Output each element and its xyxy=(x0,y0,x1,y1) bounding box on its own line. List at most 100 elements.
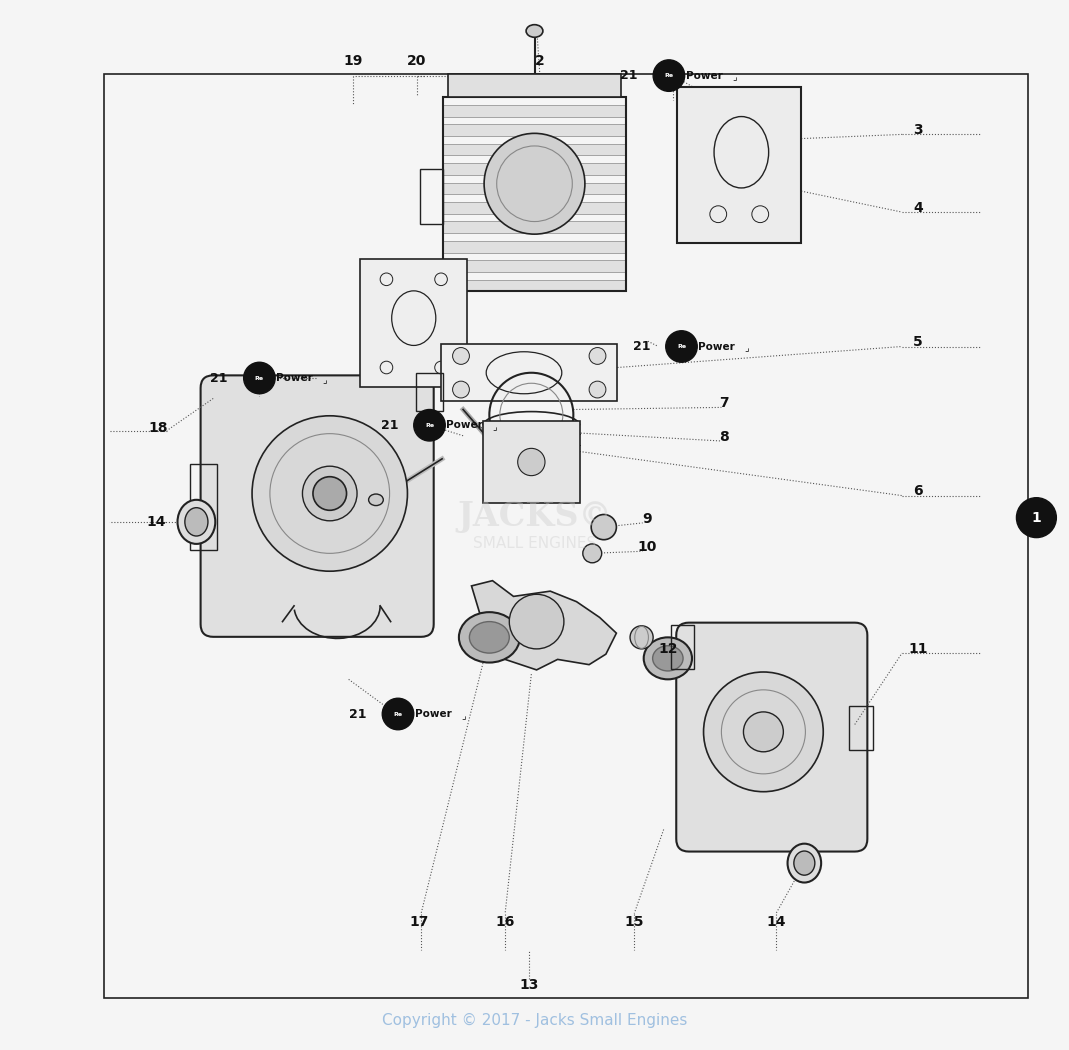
Text: 16: 16 xyxy=(495,915,515,929)
Text: 7: 7 xyxy=(718,396,728,411)
Circle shape xyxy=(743,712,784,752)
Text: 10: 10 xyxy=(637,540,656,554)
Circle shape xyxy=(252,416,407,571)
Text: ⌟: ⌟ xyxy=(493,422,497,433)
Bar xyxy=(443,98,626,292)
Ellipse shape xyxy=(644,637,692,679)
Text: 21: 21 xyxy=(381,419,398,432)
Bar xyxy=(360,259,467,387)
Bar xyxy=(443,279,626,292)
Circle shape xyxy=(509,594,564,649)
Bar xyxy=(416,373,444,411)
Ellipse shape xyxy=(794,850,815,876)
Text: 3: 3 xyxy=(913,123,923,138)
FancyBboxPatch shape xyxy=(677,623,867,852)
Bar xyxy=(443,202,626,214)
Circle shape xyxy=(666,331,697,362)
Ellipse shape xyxy=(526,25,543,38)
Bar xyxy=(448,74,621,98)
Circle shape xyxy=(1017,498,1056,538)
Circle shape xyxy=(244,362,275,394)
Bar xyxy=(678,87,801,243)
Text: SMALL ENGINES: SMALL ENGINES xyxy=(472,537,597,551)
Circle shape xyxy=(383,698,414,730)
Text: Re: Re xyxy=(425,423,434,427)
Bar xyxy=(441,344,618,401)
Text: 14: 14 xyxy=(766,915,786,929)
Bar xyxy=(104,74,1028,997)
Circle shape xyxy=(703,672,823,792)
Text: 2: 2 xyxy=(534,54,544,68)
Bar xyxy=(443,222,626,233)
Bar xyxy=(443,260,626,272)
Text: 5: 5 xyxy=(913,335,923,350)
Bar xyxy=(419,169,443,224)
Circle shape xyxy=(313,477,346,510)
Text: 18: 18 xyxy=(149,421,168,436)
Text: 21: 21 xyxy=(211,372,228,384)
Text: ⌟: ⌟ xyxy=(461,711,466,721)
Circle shape xyxy=(414,410,446,441)
Circle shape xyxy=(484,133,585,234)
Text: 11: 11 xyxy=(908,642,928,656)
Ellipse shape xyxy=(185,508,208,536)
Circle shape xyxy=(653,60,684,91)
Ellipse shape xyxy=(177,500,215,544)
Text: 1: 1 xyxy=(1032,510,1041,525)
Text: 21: 21 xyxy=(620,69,637,82)
Bar xyxy=(443,183,626,194)
Text: 17: 17 xyxy=(409,915,429,929)
Text: 19: 19 xyxy=(343,54,362,68)
Bar xyxy=(443,124,626,136)
Text: ⌟: ⌟ xyxy=(732,72,737,83)
Circle shape xyxy=(517,448,545,476)
Text: 20: 20 xyxy=(407,54,427,68)
Polygon shape xyxy=(471,581,617,670)
Ellipse shape xyxy=(469,622,509,653)
Bar xyxy=(850,706,872,750)
Text: JACKS©: JACKS© xyxy=(458,500,611,533)
Bar xyxy=(443,163,626,175)
Bar xyxy=(443,144,626,155)
Text: 6: 6 xyxy=(913,484,923,499)
Text: 15: 15 xyxy=(624,915,644,929)
Circle shape xyxy=(589,348,606,364)
Text: ⌟: ⌟ xyxy=(744,343,749,354)
Circle shape xyxy=(583,544,602,563)
Text: Power: Power xyxy=(415,709,451,719)
Text: Power: Power xyxy=(276,373,313,383)
Text: 8: 8 xyxy=(718,429,728,444)
Text: ⌟: ⌟ xyxy=(323,375,327,385)
Bar xyxy=(443,240,626,253)
Ellipse shape xyxy=(788,844,821,882)
Text: Re: Re xyxy=(677,344,686,349)
Text: Copyright © 2017 - Jacks Small Engines: Copyright © 2017 - Jacks Small Engines xyxy=(382,1013,687,1028)
Bar xyxy=(190,464,217,550)
Text: 12: 12 xyxy=(659,642,678,656)
FancyBboxPatch shape xyxy=(201,375,434,636)
Circle shape xyxy=(630,626,653,649)
Text: Re: Re xyxy=(393,712,403,716)
Text: 14: 14 xyxy=(146,514,167,529)
Bar xyxy=(671,625,694,669)
Circle shape xyxy=(452,381,469,398)
Text: 9: 9 xyxy=(642,511,652,526)
Text: 4: 4 xyxy=(913,201,923,215)
Circle shape xyxy=(589,381,606,398)
Text: Power: Power xyxy=(446,420,483,430)
Ellipse shape xyxy=(653,646,683,671)
Text: Power: Power xyxy=(685,70,723,81)
Text: Re: Re xyxy=(664,74,673,78)
Text: 13: 13 xyxy=(520,978,539,992)
Ellipse shape xyxy=(369,495,384,505)
Bar xyxy=(483,421,579,503)
Circle shape xyxy=(591,514,617,540)
Ellipse shape xyxy=(459,612,520,663)
Circle shape xyxy=(452,348,469,364)
Text: Re: Re xyxy=(254,376,264,380)
Text: Power: Power xyxy=(698,341,735,352)
Circle shape xyxy=(303,466,357,521)
Bar xyxy=(443,105,626,117)
Text: 21: 21 xyxy=(633,340,650,353)
Text: 21: 21 xyxy=(348,708,367,720)
